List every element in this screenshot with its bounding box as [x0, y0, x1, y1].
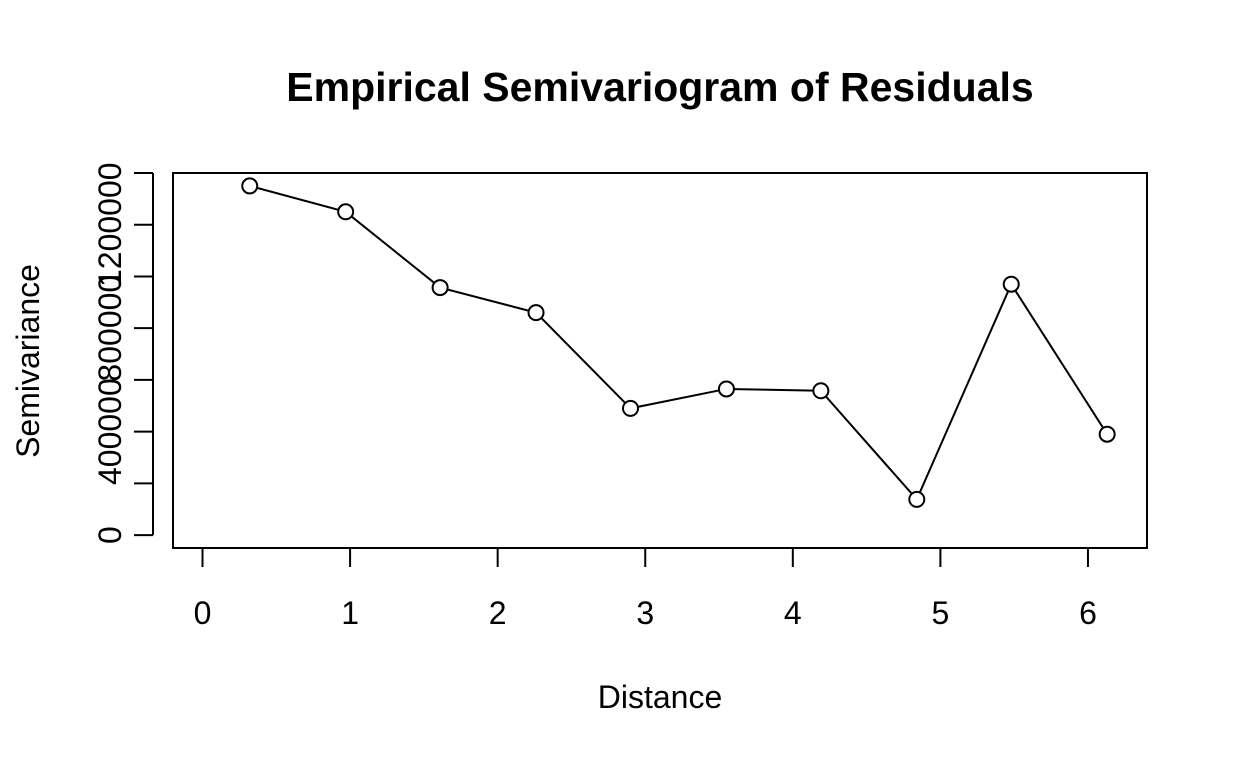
x-axis-ticks: 0 1 2 3 4 5 6	[194, 548, 1097, 631]
y-tick-label: 400000	[92, 378, 128, 485]
y-tick-label: 800000	[92, 275, 128, 382]
data-point	[621, 399, 639, 417]
y-tick-label: 1200000	[92, 162, 128, 287]
data-point	[812, 382, 830, 400]
series-line	[249, 184, 1108, 502]
y-axis-label: Semivariance	[10, 264, 46, 458]
data-point	[431, 279, 449, 297]
data-points	[241, 177, 1116, 508]
y-tick-label: 0	[92, 526, 128, 544]
x-tick-label: 6	[1079, 595, 1097, 631]
data-point	[1002, 275, 1020, 293]
data-point	[337, 203, 355, 221]
data-point	[1098, 425, 1116, 443]
x-tick-label: 4	[784, 595, 802, 631]
chart-title: Empirical Semivariogram of Residuals	[286, 64, 1033, 110]
plot-box	[172, 172, 1148, 549]
data-point	[908, 490, 926, 508]
x-axis-label: Distance	[598, 679, 723, 715]
series-group	[241, 177, 1116, 508]
data-point	[241, 177, 259, 195]
x-tick-label: 0	[194, 595, 212, 631]
x-tick-label: 1	[341, 595, 359, 631]
data-point	[527, 304, 545, 322]
data-point	[717, 380, 735, 398]
x-tick-label: 3	[636, 595, 654, 631]
x-tick-label: 2	[489, 595, 507, 631]
x-tick-label: 5	[931, 595, 949, 631]
